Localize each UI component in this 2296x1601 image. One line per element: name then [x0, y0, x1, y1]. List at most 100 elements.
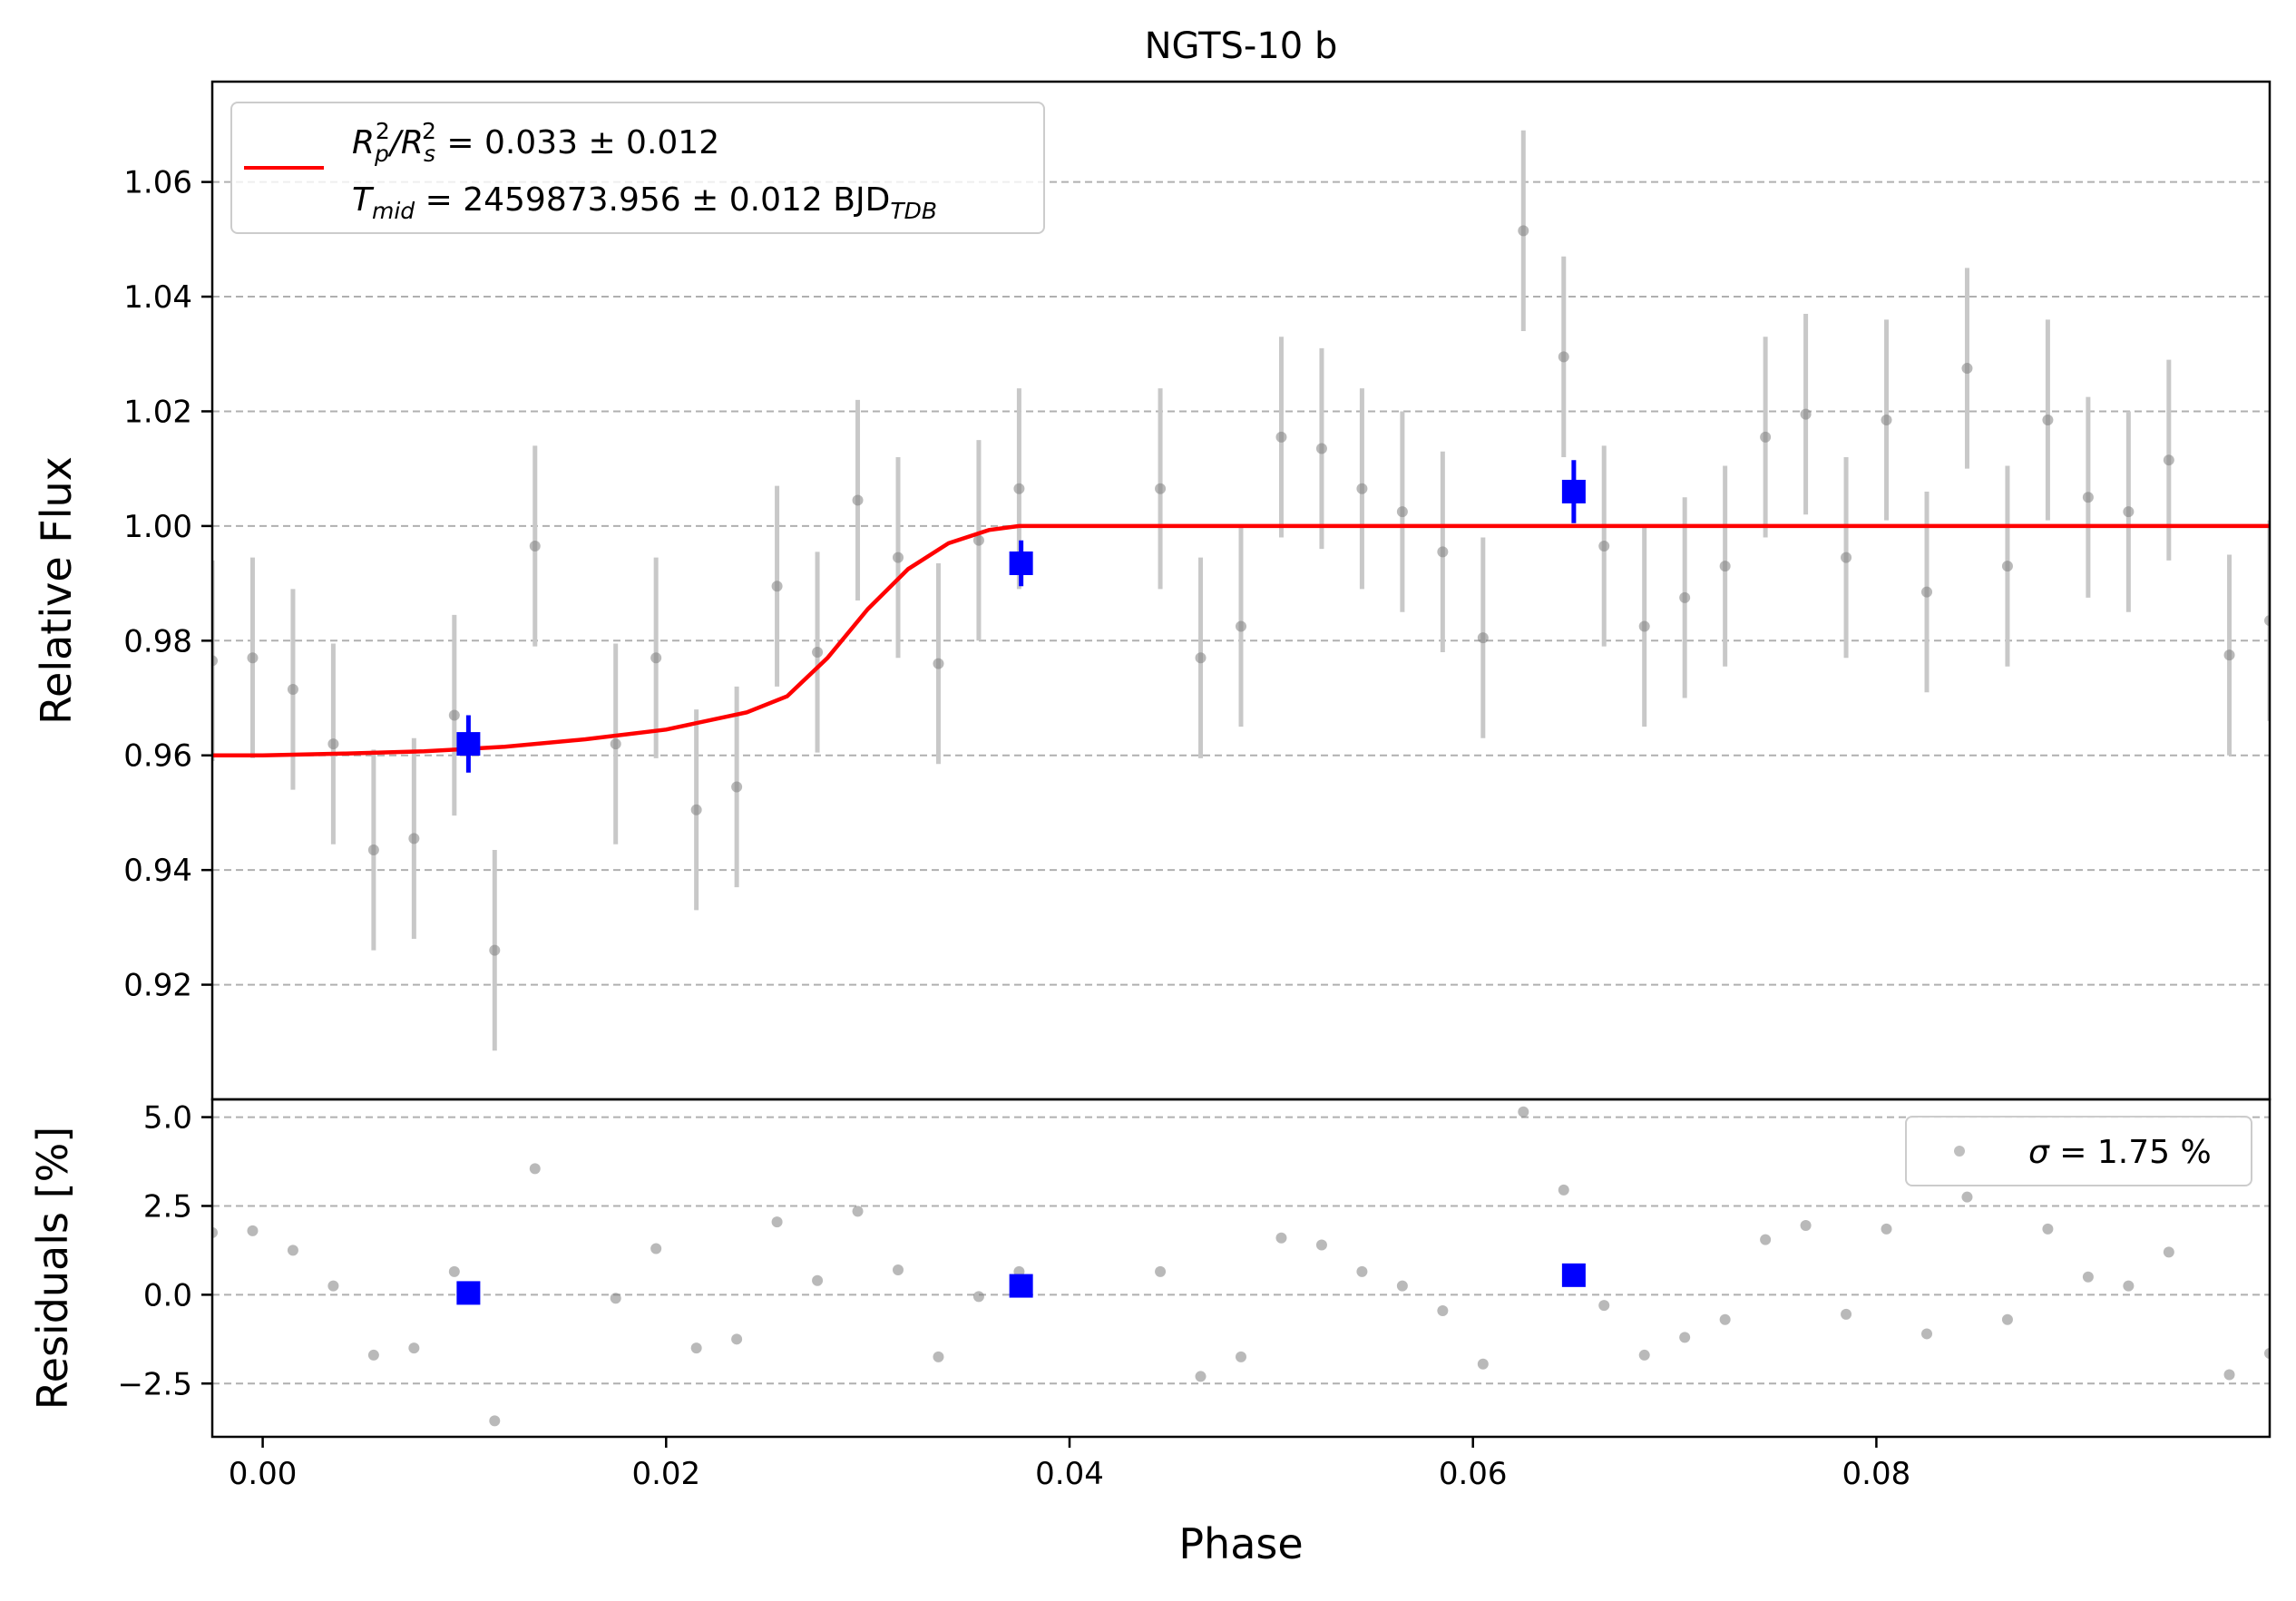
residual-point [1315, 1239, 1327, 1251]
flux-point [610, 738, 621, 750]
flux-y-tick-label: 0.96 [123, 738, 192, 775]
flux-point [1841, 552, 1852, 563]
legend-sigma: σ = 1.75 % [2028, 1134, 2212, 1171]
phase-x-tick-label: 0.06 [1439, 1456, 1508, 1492]
residual-point [1558, 1184, 1569, 1196]
legend-rp-value: = 0.033 ± 0.012 [436, 124, 719, 161]
flux-point [1638, 620, 1650, 632]
residual-point [812, 1274, 824, 1286]
flux-point [448, 709, 460, 721]
legend-rp-sub-p: p [374, 141, 389, 167]
residual-point [1356, 1265, 1368, 1277]
phase-x-tick-label: 0.00 [229, 1456, 298, 1492]
flux-point [2163, 454, 2174, 466]
flux-y-tick-label: 1.06 [123, 165, 192, 201]
legend-tmid-sub: mid [372, 198, 415, 224]
flux-legend-box [230, 102, 1045, 234]
residual-point [1841, 1308, 1852, 1320]
flux-point [2082, 492, 2094, 503]
residual-legend-box [1905, 1116, 2252, 1186]
residual-y-tick-label: 5.0 [143, 1100, 192, 1137]
residual-point [2264, 1347, 2270, 1359]
flux-point [1236, 620, 1246, 632]
residual-point [1719, 1313, 1731, 1325]
flux-point [2042, 414, 2054, 425]
flux-binned [456, 460, 1586, 773]
flux-point [1155, 483, 1167, 494]
flux-point [1477, 632, 1489, 644]
residual-point [1760, 1234, 1772, 1245]
residual-point [2082, 1271, 2094, 1283]
residual-legend-marker [1954, 1146, 1965, 1157]
residual-point [247, 1225, 259, 1236]
legend-tmid: Tmid = 2459873.956 ± 0.012 BJDTDB [352, 181, 937, 224]
residual-point [1598, 1300, 1610, 1312]
residual-axes-frame [210, 1098, 2272, 1439]
flux-point [1598, 541, 1610, 552]
residual-point [852, 1206, 864, 1217]
flux-point [1356, 483, 1368, 494]
residual-y-tick-label: 2.5 [143, 1188, 192, 1225]
residual-point [448, 1265, 460, 1277]
residual-point [2042, 1223, 2054, 1235]
residual-point [2223, 1369, 2235, 1381]
flux-point [1760, 431, 1772, 443]
residual-y-ticks: −2.5 0.0 2.5 5.0 [117, 1100, 212, 1402]
legend-rp-sup-2b: 2 [422, 118, 436, 144]
flux-point [2223, 649, 2235, 661]
phase-x-ticks: 0.00 0.02 0.04 0.06 0.08 [229, 1437, 1910, 1492]
flux-point [2264, 615, 2270, 627]
flux-point [1195, 652, 1207, 664]
flux-point [327, 738, 339, 750]
flux-point [933, 658, 944, 669]
flux-point [1437, 546, 1449, 558]
residual-point [972, 1291, 984, 1303]
flux-point [771, 581, 783, 592]
residual-point [1396, 1280, 1408, 1292]
flux-point [812, 646, 824, 658]
residual-point [1518, 1106, 1529, 1118]
residual-binned-point [1009, 1274, 1033, 1298]
legend-sigma-value: = 1.75 % [2049, 1134, 2212, 1171]
legend-sigma-symbol: σ [2028, 1134, 2050, 1171]
legend-rp-sub-s: s [424, 141, 435, 167]
flux-binned-point [1009, 551, 1033, 575]
residual-binned [456, 1263, 1586, 1305]
residual-point [731, 1333, 743, 1345]
residual-y-axis-label: Residuals [%] [28, 1127, 77, 1410]
flux-y-ticks: 0.92 0.94 0.96 0.98 1.00 1.02 1.04 1.06 [123, 165, 212, 1004]
legend-tmid-value: = 2459873.956 ± 0.012 BJD [415, 181, 890, 219]
residual-point [2163, 1246, 2174, 1258]
flux-y-tick-label: 1.04 [123, 279, 192, 316]
flux-point [367, 844, 379, 856]
x-axis-label: Phase [1178, 1519, 1303, 1568]
flux-binned-point [456, 732, 481, 757]
residual-points [212, 1106, 2270, 1427]
flux-point [1396, 506, 1408, 518]
flux-point [893, 552, 904, 563]
residual-point [489, 1415, 501, 1427]
residual-point [1638, 1349, 1650, 1361]
flux-point [1921, 586, 1932, 598]
flux-point [1800, 408, 1812, 420]
residual-point [771, 1216, 783, 1228]
flux-point [731, 781, 743, 793]
flux-point [690, 804, 702, 815]
flux-point [1961, 363, 1973, 375]
transit-model [212, 523, 2270, 757]
residual-point [327, 1280, 339, 1292]
flux-y-tick-label: 0.98 [123, 623, 192, 659]
residual-point [933, 1351, 944, 1362]
flux-point [489, 944, 501, 956]
residual-point [287, 1245, 298, 1256]
residual-point [893, 1264, 904, 1275]
legend-tmid-symbol: T [352, 181, 375, 219]
chart-title: NGTS-10 b [1145, 25, 1338, 67]
flux-point [247, 652, 259, 664]
legend-rp-slash: /R [387, 124, 424, 161]
flux-point [1013, 483, 1025, 494]
flux-point [212, 655, 218, 667]
flux-y-tick-label: 1.02 [123, 394, 192, 430]
legend-rp-symbol: R [352, 124, 375, 161]
flux-binned-point [1561, 479, 1586, 503]
